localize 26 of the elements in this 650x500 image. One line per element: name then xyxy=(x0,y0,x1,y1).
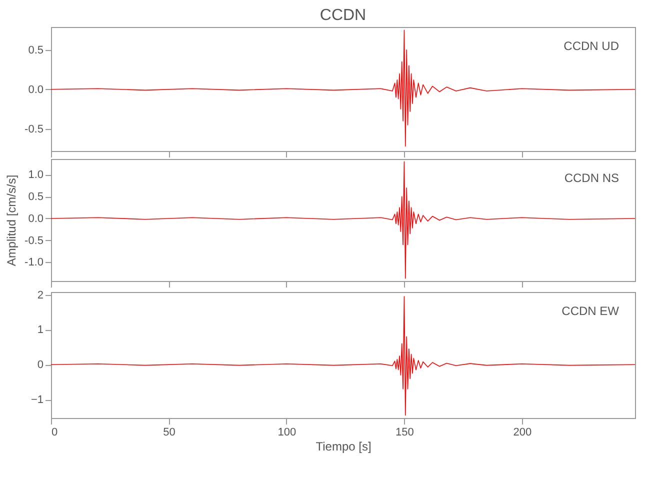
x-tick-label: 0 xyxy=(52,426,58,438)
y-tick-label: 0.0 xyxy=(28,212,44,225)
y-tick-label: −1 xyxy=(30,394,44,406)
x-tick-label: 50 xyxy=(163,426,176,438)
x-tick-label: 200 xyxy=(513,426,532,438)
y-tick-label: 2 xyxy=(37,289,44,302)
line-series xyxy=(51,161,635,279)
y-tick-label: 0.5 xyxy=(28,191,44,204)
y-tick-label: -0.5 xyxy=(24,234,44,247)
y-tick-label: 0 xyxy=(37,359,44,372)
x-tick-label: 100 xyxy=(278,426,296,438)
x-tick-label: 150 xyxy=(396,426,414,438)
annotation: CCDN UD xyxy=(564,39,620,53)
y-tick-label: 0.5 xyxy=(28,44,44,56)
y-tick-label: 1.0 xyxy=(28,169,44,182)
y-tick-label: -0.5 xyxy=(24,123,44,136)
line-series xyxy=(51,296,635,416)
y-tick-label: 0.0 xyxy=(28,84,44,96)
y-axis-title: Amplitud [cm/s/s] xyxy=(4,174,19,266)
x-axis-title: Tiempo [s] xyxy=(316,440,372,454)
y-tick-label: -1.0 xyxy=(24,256,44,269)
y-tick-label: 1 xyxy=(37,324,44,336)
line-series xyxy=(51,30,635,147)
annotation: CCDN EW xyxy=(562,304,620,318)
annotation: CCDN NS xyxy=(564,171,619,185)
chart-title: CCDN xyxy=(320,7,366,24)
